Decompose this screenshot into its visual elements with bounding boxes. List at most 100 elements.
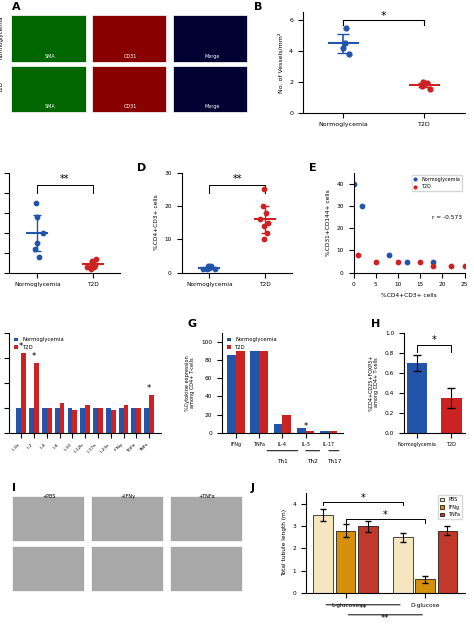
- Point: [88, 258, 96, 268]
- Bar: [137, 407, 141, 432]
- T2D: [461, 261, 468, 271]
- Point: [205, 261, 213, 271]
- Point: [341, 38, 349, 48]
- Text: CD31: CD31: [124, 104, 137, 109]
- Text: r = -0.573: r = -0.573: [432, 215, 462, 220]
- Text: *: *: [32, 352, 36, 361]
- Bar: [393, 537, 413, 593]
- Point: [206, 263, 213, 273]
- Point: [256, 214, 264, 224]
- Bar: [313, 515, 333, 593]
- Point: [427, 84, 434, 94]
- Bar: [407, 363, 428, 432]
- FancyBboxPatch shape: [92, 16, 166, 62]
- Bar: [358, 526, 378, 593]
- Y-axis label: %Cytokine expression
among CD4+ T-cells: %Cytokine expression among CD4+ T-cells: [185, 355, 195, 411]
- Point: [83, 261, 91, 271]
- Point: [92, 253, 100, 263]
- T2D: [429, 261, 437, 271]
- Bar: [21, 353, 26, 432]
- FancyBboxPatch shape: [11, 16, 85, 62]
- Text: CD31: CD31: [124, 54, 137, 59]
- Point: [263, 228, 271, 238]
- Point: [91, 260, 99, 270]
- Bar: [131, 407, 137, 432]
- Text: Merge: Merge: [204, 104, 219, 109]
- T2D: [372, 256, 380, 266]
- Bar: [106, 407, 111, 432]
- Bar: [34, 363, 39, 432]
- Point: [204, 261, 211, 271]
- Text: T2D: T2D: [0, 82, 4, 93]
- Text: **: **: [359, 604, 367, 613]
- Text: Th2: Th2: [307, 459, 318, 464]
- Text: *: *: [432, 334, 437, 344]
- Point: [346, 49, 353, 59]
- Point: [31, 243, 38, 253]
- Bar: [73, 410, 77, 432]
- Bar: [80, 407, 85, 432]
- Text: A: A: [12, 2, 20, 12]
- Bar: [438, 530, 457, 593]
- Text: *: *: [361, 492, 365, 502]
- Y-axis label: %CD4+CD25+FOXP3+
among CD4+ T-cells: %CD4+CD25+FOXP3+ among CD4+ T-cells: [368, 354, 379, 411]
- Point: [88, 260, 96, 270]
- Point: [211, 265, 219, 275]
- Text: SMA: SMA: [45, 104, 55, 109]
- Bar: [67, 407, 73, 432]
- Bar: [297, 428, 306, 432]
- Y-axis label: %CD31+CD144+ cells: %CD31+CD144+ cells: [326, 189, 331, 256]
- Bar: [441, 397, 462, 432]
- FancyBboxPatch shape: [91, 495, 163, 541]
- Text: **: **: [232, 174, 242, 184]
- T2D: [394, 256, 402, 266]
- FancyBboxPatch shape: [170, 546, 242, 592]
- Point: [260, 184, 268, 194]
- Point: [423, 78, 431, 88]
- Text: Th17: Th17: [327, 459, 341, 464]
- Text: Merge: Merge: [204, 54, 219, 59]
- Text: I: I: [12, 483, 16, 493]
- Text: H: H: [371, 319, 380, 329]
- Bar: [144, 407, 149, 432]
- Bar: [29, 407, 34, 432]
- Point: [419, 80, 427, 90]
- Point: [419, 81, 426, 91]
- Point: [263, 208, 270, 218]
- Text: *: *: [19, 342, 23, 351]
- FancyBboxPatch shape: [92, 66, 166, 112]
- Y-axis label: %CD4+CD3+ cells: %CD4+CD3+ cells: [154, 195, 159, 250]
- FancyBboxPatch shape: [12, 495, 84, 541]
- Bar: [328, 431, 337, 432]
- Bar: [17, 407, 21, 432]
- Text: *: *: [303, 422, 308, 431]
- FancyBboxPatch shape: [170, 495, 242, 541]
- Point: [91, 261, 98, 271]
- Point: [200, 265, 207, 275]
- Bar: [250, 351, 259, 432]
- Bar: [98, 407, 103, 432]
- Y-axis label: Total tubule length (m): Total tubule length (m): [282, 509, 287, 577]
- Bar: [149, 395, 154, 432]
- Bar: [273, 424, 283, 432]
- Point: [34, 212, 41, 222]
- Bar: [236, 351, 245, 432]
- Text: J: J: [251, 483, 255, 493]
- Point: [339, 43, 346, 53]
- Bar: [42, 407, 47, 432]
- Bar: [60, 402, 64, 432]
- Legend: Normoglycemia, T2D: Normoglycemia, T2D: [411, 175, 462, 192]
- Text: *: *: [383, 510, 388, 520]
- Point: [260, 221, 268, 231]
- Text: D: D: [137, 163, 146, 173]
- Point: [259, 201, 266, 211]
- Text: +TNFα: +TNFα: [199, 494, 216, 499]
- Bar: [259, 351, 268, 432]
- Point: [35, 251, 42, 261]
- Bar: [118, 407, 124, 432]
- Point: [89, 258, 97, 268]
- Text: **: **: [60, 174, 70, 184]
- FancyBboxPatch shape: [91, 546, 163, 592]
- FancyBboxPatch shape: [11, 66, 85, 112]
- Normoglycemia: [403, 256, 410, 266]
